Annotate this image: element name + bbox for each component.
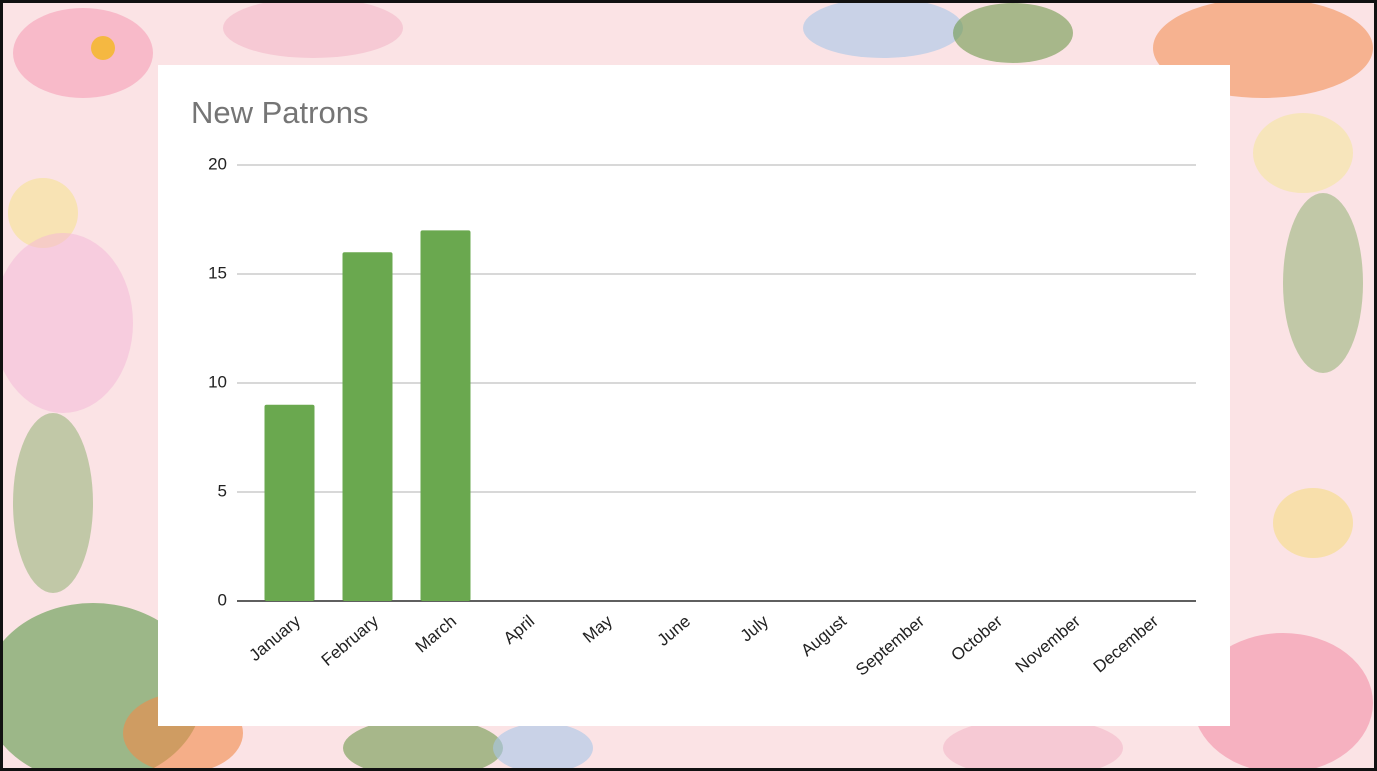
chart-title: New Patrons <box>191 95 368 130</box>
x-tick-label: July <box>737 611 773 645</box>
x-tick-label: September <box>852 611 928 679</box>
x-tick-label: April <box>500 612 538 648</box>
x-tick-label: January <box>246 611 305 665</box>
y-tick-label: 20 <box>208 154 227 173</box>
x-tick-label: November <box>1012 611 1085 676</box>
x-tick-label: March <box>412 612 460 657</box>
y-tick-label: 10 <box>208 372 227 391</box>
y-tick-label: 15 <box>208 263 227 282</box>
bar <box>342 252 393 601</box>
y-tick-label: 5 <box>218 481 227 500</box>
x-tick-label: August <box>797 611 850 660</box>
chart: New Patrons 0 5 10 15 20 January February March… <box>191 95 1196 680</box>
chart-card: New Patrons 0 5 10 15 20 January February March… <box>158 65 1230 726</box>
x-tick-label: February <box>318 611 383 670</box>
y-tick-label: 0 <box>218 590 227 609</box>
bar <box>264 404 315 601</box>
x-tick-label: May <box>579 611 616 647</box>
floral-background <box>3 3 1373 768</box>
x-tick-label: June <box>654 612 694 650</box>
x-tick-label: December <box>1090 611 1163 676</box>
bar <box>420 230 471 601</box>
x-tick-label: October <box>948 611 1007 665</box>
